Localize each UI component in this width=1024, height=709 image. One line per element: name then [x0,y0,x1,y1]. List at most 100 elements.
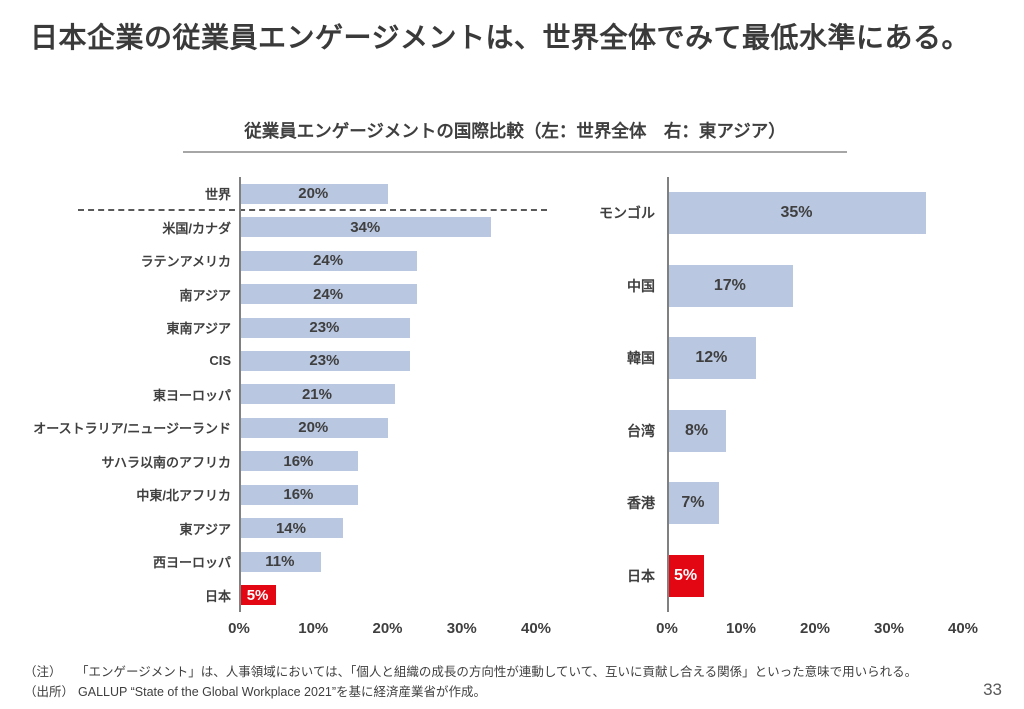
chart-row: 台湾 8% [560,395,963,468]
bar: 7% [667,482,719,525]
value-label: 11% [265,553,295,571]
value-label: 20% [298,419,329,437]
bar: 23% [239,350,410,371]
bar: 23% [239,317,410,338]
chart-world: 世界 20% 米国/カナダ 34% ラテンアメリカ 24% 南アジア 24% 東南アジア 23% C… [30,177,551,637]
category-label: 米国/カナダ [162,220,231,236]
x-axis-tick-label: 40% [520,620,552,637]
bar: 8% [667,409,727,452]
chart-row: 中東/北アフリカ 16% [30,478,536,511]
x-axis-tick-label: 20% [799,620,831,637]
plot-area: 11% [239,545,536,578]
bar-highlight: 5% [667,554,704,597]
bar: 20% [239,183,388,204]
category-label: 香港 [627,495,655,512]
plot-area: 20% [239,177,536,210]
plot-area: 12% [667,322,963,395]
chart-east-asia: モンゴル 35% 中国 17% 韓国 12% 台湾 8% 香港 7% 日本 5% 0% 10% 20% 30… [560,177,978,637]
world-average-separator-dashed-line [78,209,547,212]
source-line: （出所） GALLUP “State of the Global Workplac… [24,682,917,702]
x-axis-tick-label: 30% [446,620,477,637]
chart-row: モンゴル 35% [560,177,963,250]
category-label: 東アジア [179,521,231,537]
source-label: （出所） [24,685,75,699]
chart-row: サハラ以南のアフリカ 16% [30,445,536,478]
bar: 16% [239,484,358,505]
value-label: 7% [681,494,705,512]
chart-row: オーストラリア/ニュージーランド 20% [30,411,536,444]
category-label: 南アジア [179,287,231,303]
bar: 12% [667,337,756,380]
slide-title: 日本企業の従業員エンゲージメントは、世界全体でみて最低水準にある。 [30,22,970,53]
bar: 24% [239,284,418,305]
plot-area: 24% [239,277,536,310]
bar: 11% [239,551,321,572]
value-label: 12% [695,349,728,367]
category-label: CIS [209,353,231,369]
category-label: サハラ以南のアフリカ [101,454,231,470]
chart-east-asia-rows: モンゴル 35% 中国 17% 韓国 12% 台湾 8% 香港 7% 日本 5% [560,177,963,612]
chart-row: 東アジア 14% [30,512,536,545]
plot-area: 23% [239,344,536,377]
x-axis-tick-label: 10% [725,620,757,637]
bar: 35% [667,192,926,235]
note-text: 「エンゲージメント」は、人事領域においては、「個人と組織の成長の方向性が連動して… [76,665,918,679]
plot-area: 7% [667,467,963,540]
value-label: 8% [685,421,709,439]
bar: 20% [239,417,388,438]
value-label: 21% [301,385,332,403]
plot-area: 17% [667,250,963,323]
value-label: 17% [713,276,746,294]
plot-area: 21% [239,378,536,411]
figure-title: 従業員エンゲージメントの国際比較（左：世界全体 右：東アジア） [244,121,786,141]
chart-world-rows: 世界 20% 米国/カナダ 34% ラテンアメリカ 24% 南アジア 24% 東南アジア 23% C… [30,177,547,612]
chart-row: 中国 17% [560,250,963,323]
category-label: 韓国 [627,350,655,367]
value-label: 5% [246,586,269,604]
plot-area: 14% [239,512,536,545]
page-number: 33 [983,680,1002,699]
bar: 34% [239,217,492,238]
chart-row: 東ヨーロッパ 21% [30,378,536,411]
bar: 24% [239,250,418,271]
x-axis: 0% 10% 20% 30% 40% [656,620,978,644]
value-label: 24% [313,252,344,270]
plot-area: 5% [667,540,963,613]
chart-row: 日本 5% [560,540,963,613]
value-label: 20% [298,185,329,203]
chart-row: 香港 7% [560,467,963,540]
category-label: 東南アジア [166,321,231,337]
plot-area: 35% [667,177,963,250]
y-axis-line [667,177,669,612]
bar: 16% [239,451,358,472]
value-label: 5% [673,566,698,584]
chart-row: 西ヨーロッパ 11% [30,545,536,578]
x-axis: 0% 10% 20% 30% 40% [228,620,551,644]
value-label: 24% [313,285,344,303]
category-label: 日本 [204,588,231,604]
value-label: 16% [283,486,314,504]
note-label: （注） [24,665,62,679]
category-label: 台湾 [627,422,655,439]
category-label: 西ヨーロッパ [152,555,231,571]
category-label: 世界 [204,187,231,203]
x-axis-tick-label: 0% [656,620,678,637]
plot-area: 5% [239,578,536,611]
plot-area: 34% [239,210,536,243]
value-label: 34% [350,218,381,236]
value-label: 35% [780,204,813,222]
footnotes: （注） 「エンゲージメント」は、人事領域においては、「個人と組織の成長の方向性が連… [24,662,917,702]
chart-row: ラテンアメリカ 24% [30,244,536,277]
category-label: モンゴル [599,205,655,222]
bar: 17% [667,264,793,307]
y-axis-line [239,177,241,612]
category-label: 中東/北アフリカ [136,488,231,504]
value-label: 23% [309,352,340,370]
category-label: ラテンアメリカ [140,254,231,270]
x-axis-tick-label: 40% [947,620,979,637]
category-label: 東ヨーロッパ [152,387,231,403]
plot-area: 16% [239,445,536,478]
x-axis-tick-label: 0% [228,620,250,637]
figure-title-underline: 従業員エンゲージメントの国際比較（左：世界全体 右：東アジア） [183,118,847,153]
